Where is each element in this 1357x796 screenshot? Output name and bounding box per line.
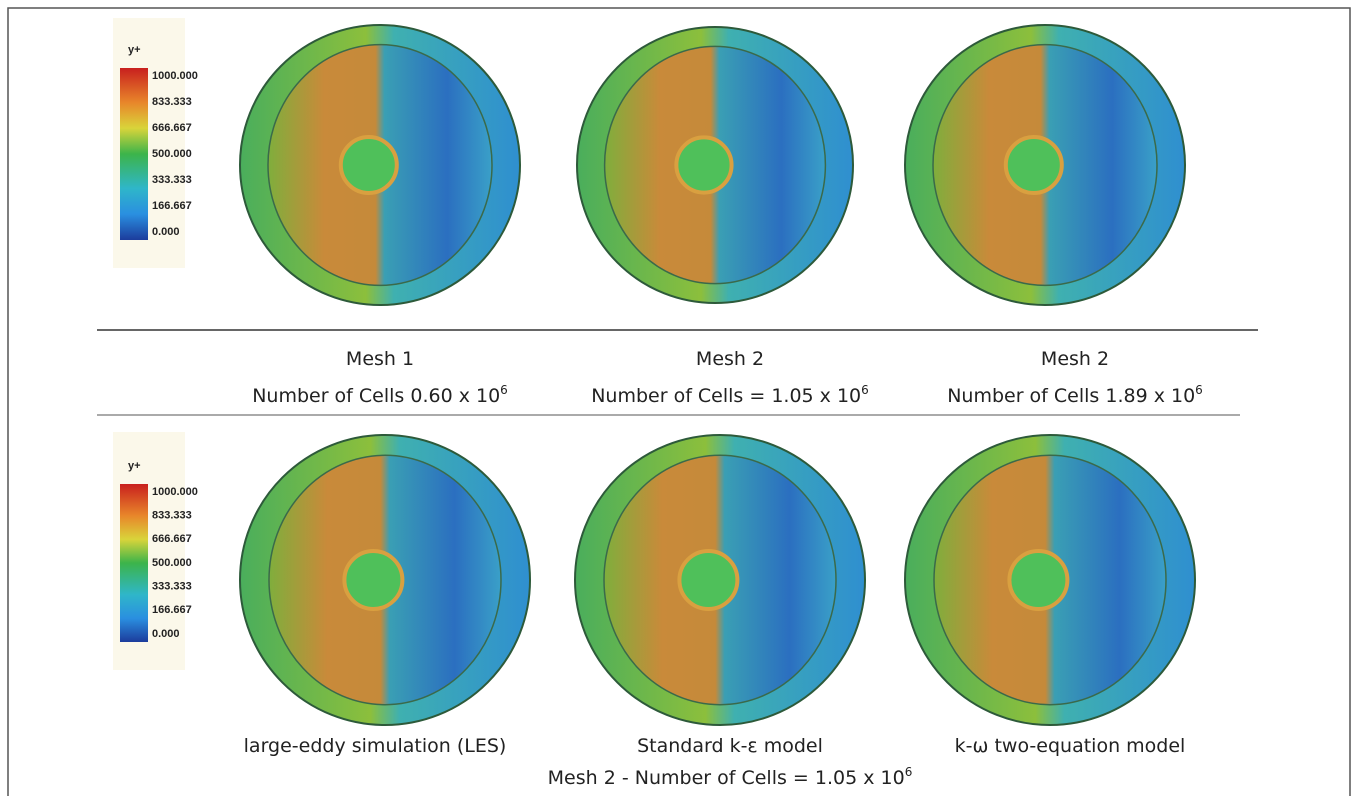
caption: Standard k-ε model xyxy=(637,735,823,757)
colorbar-label: 833.333 xyxy=(152,510,192,522)
caption-title: Mesh 2 xyxy=(1041,348,1109,370)
colorbar-label: 0.000 xyxy=(152,226,180,238)
colorbar-label: 500.000 xyxy=(152,557,192,569)
caption: Mesh 2 - Number of Cells = 1.05 x 106 xyxy=(548,765,913,789)
caption-text: Number of Cells = 1.05 x 10 xyxy=(591,385,861,407)
colorbar-label: 500.000 xyxy=(152,148,192,160)
caption-text: Mesh 2 - Number of Cells = 1.05 x 10 xyxy=(548,767,905,789)
colorbar-label: 1000.000 xyxy=(152,486,198,498)
caption: Number of Cells = 1.05 x 106 xyxy=(591,383,869,407)
contour-core xyxy=(1007,549,1070,611)
caption: large-eddy simulation (LES) xyxy=(244,735,507,757)
contour-core xyxy=(674,135,734,195)
caption: k-ω two-equation model xyxy=(955,735,1186,757)
contour-core xyxy=(1003,135,1064,195)
frame xyxy=(7,7,1351,796)
caption-exponent: 6 xyxy=(861,383,869,397)
colorbar xyxy=(120,68,148,240)
content: y+ 1000.000 833.333 666.667 500.000 333.333 16… xyxy=(113,18,1203,789)
colorbar-title: y+ xyxy=(128,44,141,56)
colorbar-label: 666.667 xyxy=(152,122,192,134)
contour-core xyxy=(338,135,399,195)
caption-exponent: 6 xyxy=(905,765,913,779)
colorbar-label: 333.333 xyxy=(152,581,192,593)
colorbar-label: 833.333 xyxy=(152,96,192,108)
colorbar-label: 333.333 xyxy=(152,174,192,186)
colorbar-label: 166.667 xyxy=(152,604,192,616)
contour-core xyxy=(677,549,740,611)
caption-title: Mesh 1 xyxy=(346,348,414,370)
colorbar-title: y+ xyxy=(128,460,141,472)
colorbar-label: 166.667 xyxy=(152,200,192,212)
caption-text: Number of Cells 0.60 x 10 xyxy=(252,385,500,407)
caption: Number of Cells 0.60 x 106 xyxy=(252,383,508,407)
colorbar xyxy=(120,484,148,642)
caption-exponent: 6 xyxy=(1195,383,1203,397)
caption-title: Mesh 2 xyxy=(696,348,764,370)
caption: Number of Cells 1.89 x 106 xyxy=(947,383,1203,407)
caption-exponent: 6 xyxy=(500,383,508,397)
colorbar-label: 0.000 xyxy=(152,628,180,640)
caption-text: Number of Cells 1.89 x 10 xyxy=(947,385,1195,407)
colorbar-label: 1000.000 xyxy=(152,70,198,82)
contour-core xyxy=(342,549,405,611)
colorbar-label: 666.667 xyxy=(152,533,192,545)
